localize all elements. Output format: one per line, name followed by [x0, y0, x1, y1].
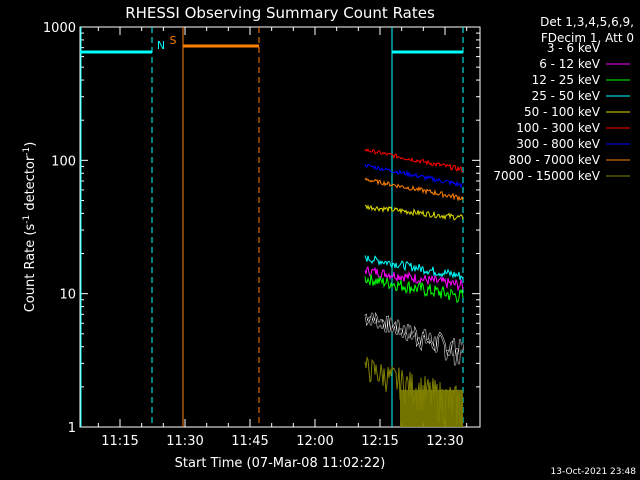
- legend-header-line: FDecim 1, Att 0: [541, 31, 634, 45]
- legend-label-0: 3 - 6 keV: [547, 41, 601, 55]
- y-tick-label: 10: [59, 288, 76, 303]
- timestamp: 13-Oct-2021 23:48: [551, 467, 637, 477]
- series-line-0: [364, 312, 464, 366]
- series-line-2: [364, 274, 464, 304]
- legend-label-3: 25 - 50 keV: [532, 89, 601, 103]
- y-axis-label-superscript: -1: [22, 147, 32, 156]
- x-tick-label: 11:45: [231, 434, 268, 449]
- y-axis-label-part: ): [23, 142, 38, 147]
- x-tick-label: 12:15: [361, 434, 398, 449]
- y-tick-label: 1: [68, 421, 76, 436]
- x-tick-label: 12:30: [426, 434, 463, 449]
- series-line-5: [364, 148, 464, 173]
- saa-marker: S: [170, 34, 177, 47]
- y-axis-label-superscript: -1: [22, 215, 32, 224]
- legend-label-2: 12 - 25 keV: [532, 73, 601, 87]
- x-tick-label: 12:00: [296, 434, 333, 449]
- y-axis-label-part: Count Rate (s: [23, 224, 38, 313]
- legend-header-line: Det 1,3,4,5,6,9,: [540, 15, 634, 29]
- series-line-4: [364, 204, 464, 221]
- chart-title: RHESSI Observing Summary Count Rates: [125, 4, 435, 22]
- legend-label-5: 100 - 300 keV: [516, 121, 600, 135]
- series-line-backing-0: [364, 311, 464, 366]
- night-marker: N: [157, 39, 165, 52]
- series-line-7: [364, 177, 464, 202]
- x-tick-label: 11:15: [101, 434, 138, 449]
- legend-label-6: 300 - 800 keV: [516, 137, 600, 151]
- legend-label-1: 6 - 12 keV: [539, 57, 601, 71]
- legend-label-8: 7000 - 15000 keV: [493, 169, 600, 183]
- high-energy-block: [400, 389, 463, 427]
- y-tick-label: 1000: [43, 21, 76, 36]
- series-line-1: [364, 266, 464, 291]
- series-line-3: [364, 255, 464, 281]
- legend-label-4: 50 - 100 keV: [524, 105, 601, 119]
- y-axis-label-part: detector: [23, 155, 38, 215]
- plot-frame: [79, 26, 481, 428]
- series-line-6: [364, 163, 464, 189]
- y-axis-label: Count Rate (s-1 detector-1): [22, 142, 38, 313]
- legend-label-7: 800 - 7000 keV: [509, 153, 601, 167]
- x-axis-label: Start Time (07-Mar-08 11:02:22): [175, 456, 386, 471]
- x-tick-label: 11:30: [166, 434, 203, 449]
- y-tick-label: 100: [51, 154, 76, 169]
